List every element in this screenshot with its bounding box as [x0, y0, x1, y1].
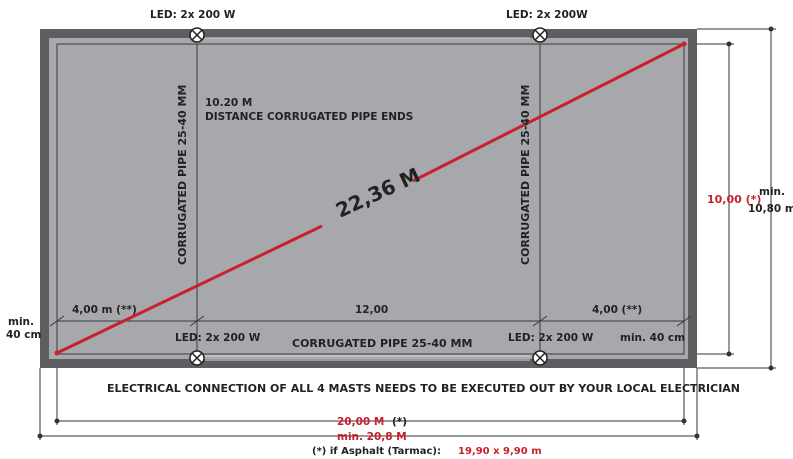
height-min-value: 10,80 m [748, 203, 793, 215]
dim-dot [37, 433, 43, 439]
height-red-label: 10,00 (*) [707, 193, 761, 206]
width-red-label: 20,00 M [337, 416, 384, 428]
led-label-top-right: LED: 2x 200W [506, 9, 588, 21]
tick [676, 315, 692, 327]
width-min-label: min. 20,8 M [337, 431, 407, 443]
led-post-bottom-left-icon [189, 350, 205, 366]
tick [532, 315, 548, 327]
min-left-value: 40 cm [6, 329, 41, 341]
dim-dot [726, 41, 732, 47]
asphalt-prefix: (*) if Asphalt (Tarmac): [312, 446, 441, 457]
led-label-bottom-left: LED: 2x 200 W [175, 332, 261, 344]
diagonal-line-upper [412, 42, 685, 183]
pipe-label-horizontal: CORRUGATED PIPE 25-40 MM [292, 337, 472, 350]
led-post-top-right-icon [532, 27, 548, 43]
dim-dot [768, 26, 774, 32]
led-label-bottom-right: LED: 2x 200 W [508, 332, 594, 344]
diagonal-end [681, 41, 687, 47]
led-post-top-left-icon [189, 27, 205, 43]
led-post-bottom-right-icon [532, 350, 548, 366]
dim-dot [694, 433, 700, 439]
tick [189, 315, 205, 327]
min-left-label: min. [8, 316, 34, 328]
led-label-top-left: LED: 2x 200 W [150, 9, 236, 21]
pipe-label-vertical-left: CORRUGATED PIPE 25-40 MM [176, 85, 189, 265]
distance-caption: DISTANCE CORRUGATED PIPE ENDS [205, 111, 413, 123]
tick [49, 315, 65, 327]
court-inner-line [56, 43, 685, 355]
asphalt-value: 19,90 x 9,90 m [458, 446, 542, 457]
diagonal-line-lower [56, 224, 323, 355]
middle-segment-label: 12,00 [355, 304, 388, 316]
dim-dot [768, 365, 774, 371]
dim-dot [681, 418, 687, 424]
electrical-note: ELECTRICAL CONNECTION OF ALL 4 MASTS NEE… [107, 382, 740, 395]
dim-dot [54, 418, 60, 424]
dim-dot [726, 351, 732, 357]
pipe-label-vertical-right: CORRUGATED PIPE 25-40 MM [519, 85, 532, 265]
min-right-bottom-label: min. 40 cm [620, 332, 685, 344]
diagonal-end [54, 350, 60, 356]
width-star-label: (*) [392, 416, 407, 428]
right-segment-label: 4,00 (**) [592, 304, 642, 316]
distance-value: 10.20 M [205, 97, 252, 109]
left-segment-label: 4,00 m (**) [72, 304, 137, 316]
height-min-label: min. [759, 186, 785, 198]
